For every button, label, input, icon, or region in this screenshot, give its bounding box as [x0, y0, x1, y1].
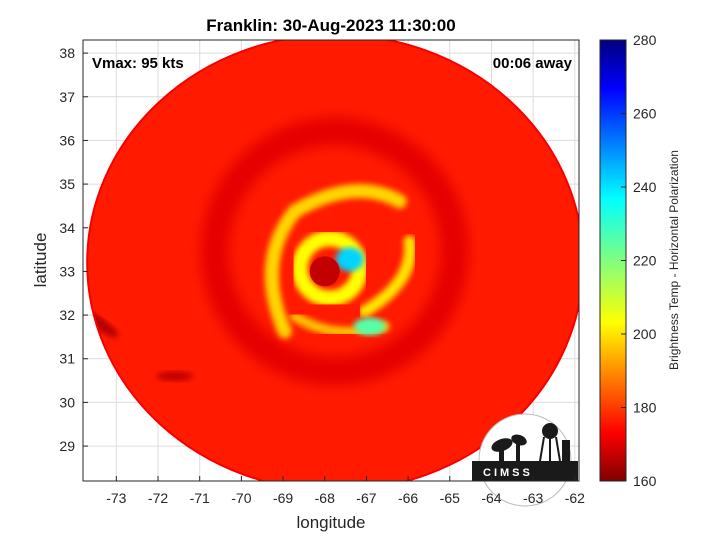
satellite-dish-icon: [491, 434, 527, 461]
x-tick-label: -66: [398, 490, 418, 506]
x-tick-label: -68: [315, 490, 335, 506]
outer-swirl: [200, 117, 469, 386]
colorbar-ticks: 160 180 200 220 240 260 280: [621, 32, 657, 489]
rainband-features: [87, 117, 469, 386]
swath-edge: [86, 40, 579, 481]
colorbar-tick-label: 260: [633, 106, 657, 122]
colorbar-tick-label: 280: [633, 32, 657, 48]
x-tick-label: -70: [231, 490, 251, 506]
cimss-logo: CIMSS: [472, 413, 578, 507]
y-tick-label: 38: [59, 45, 75, 61]
y-axis-label: latitude: [31, 233, 50, 288]
chart-title: Franklin: 30-Aug-2023 11:30:00: [206, 16, 455, 35]
y-tick-label: 34: [59, 220, 75, 236]
y-tick-label: 36: [59, 132, 75, 148]
colorbar-tick-label: 160: [633, 473, 657, 489]
y-tick-label: 33: [59, 263, 75, 279]
colorbar-tick-label: 180: [633, 400, 657, 416]
y-tick-label: 35: [59, 176, 75, 192]
eyewall: [291, 230, 368, 307]
x-tick-label: -62: [565, 490, 585, 506]
axes-box: [82, 39, 580, 482]
colorbar-tick-label: 200: [633, 326, 657, 342]
y-tick-label: 32: [59, 307, 75, 323]
x-axis-ticks: -73 -72 -71 -70 -69 -68 -67 -66 -65 -64 -63 -62: [106, 476, 585, 506]
x-tick-label: -72: [148, 490, 168, 506]
rainband: [264, 184, 407, 339]
time-offset-annotation: 00:06 away: [493, 55, 573, 72]
y-tick-label: 31: [59, 351, 75, 367]
hurricane-eye: [309, 256, 340, 287]
x-tick-label: -71: [190, 490, 210, 506]
colorbar-tick-label: 240: [633, 179, 657, 195]
colorbar-tick-label: 220: [633, 253, 657, 269]
water-tower-icon: [539, 423, 561, 462]
x-tick-label: -65: [440, 490, 460, 506]
eyewall-hotspot: [335, 247, 364, 272]
rainband: [358, 235, 417, 318]
rainband-hotspot: [353, 317, 386, 336]
vmax-annotation: Vmax: 95 kts: [92, 55, 184, 72]
x-tick-label: -64: [481, 490, 501, 506]
y-tick-label: 29: [59, 438, 75, 454]
y-tick-label: 37: [59, 89, 75, 105]
x-axis-label: longitude: [296, 513, 365, 532]
x-tick-label: -69: [273, 490, 293, 506]
cold-streak: [156, 371, 193, 382]
y-axis-ticks: 29 30 31 32 33 34 35 36 37 38: [59, 45, 88, 454]
x-tick-label: -73: [106, 490, 126, 506]
y-tick-label: 30: [59, 394, 75, 410]
logo-text: CIMSS: [483, 467, 533, 479]
x-tick-label: -63: [523, 490, 543, 506]
x-tick-label: -67: [356, 490, 376, 506]
microwave-swath: [86, 40, 579, 481]
colorbar-label: Brightness Temp - Horizontal Polarizatio…: [667, 150, 681, 370]
